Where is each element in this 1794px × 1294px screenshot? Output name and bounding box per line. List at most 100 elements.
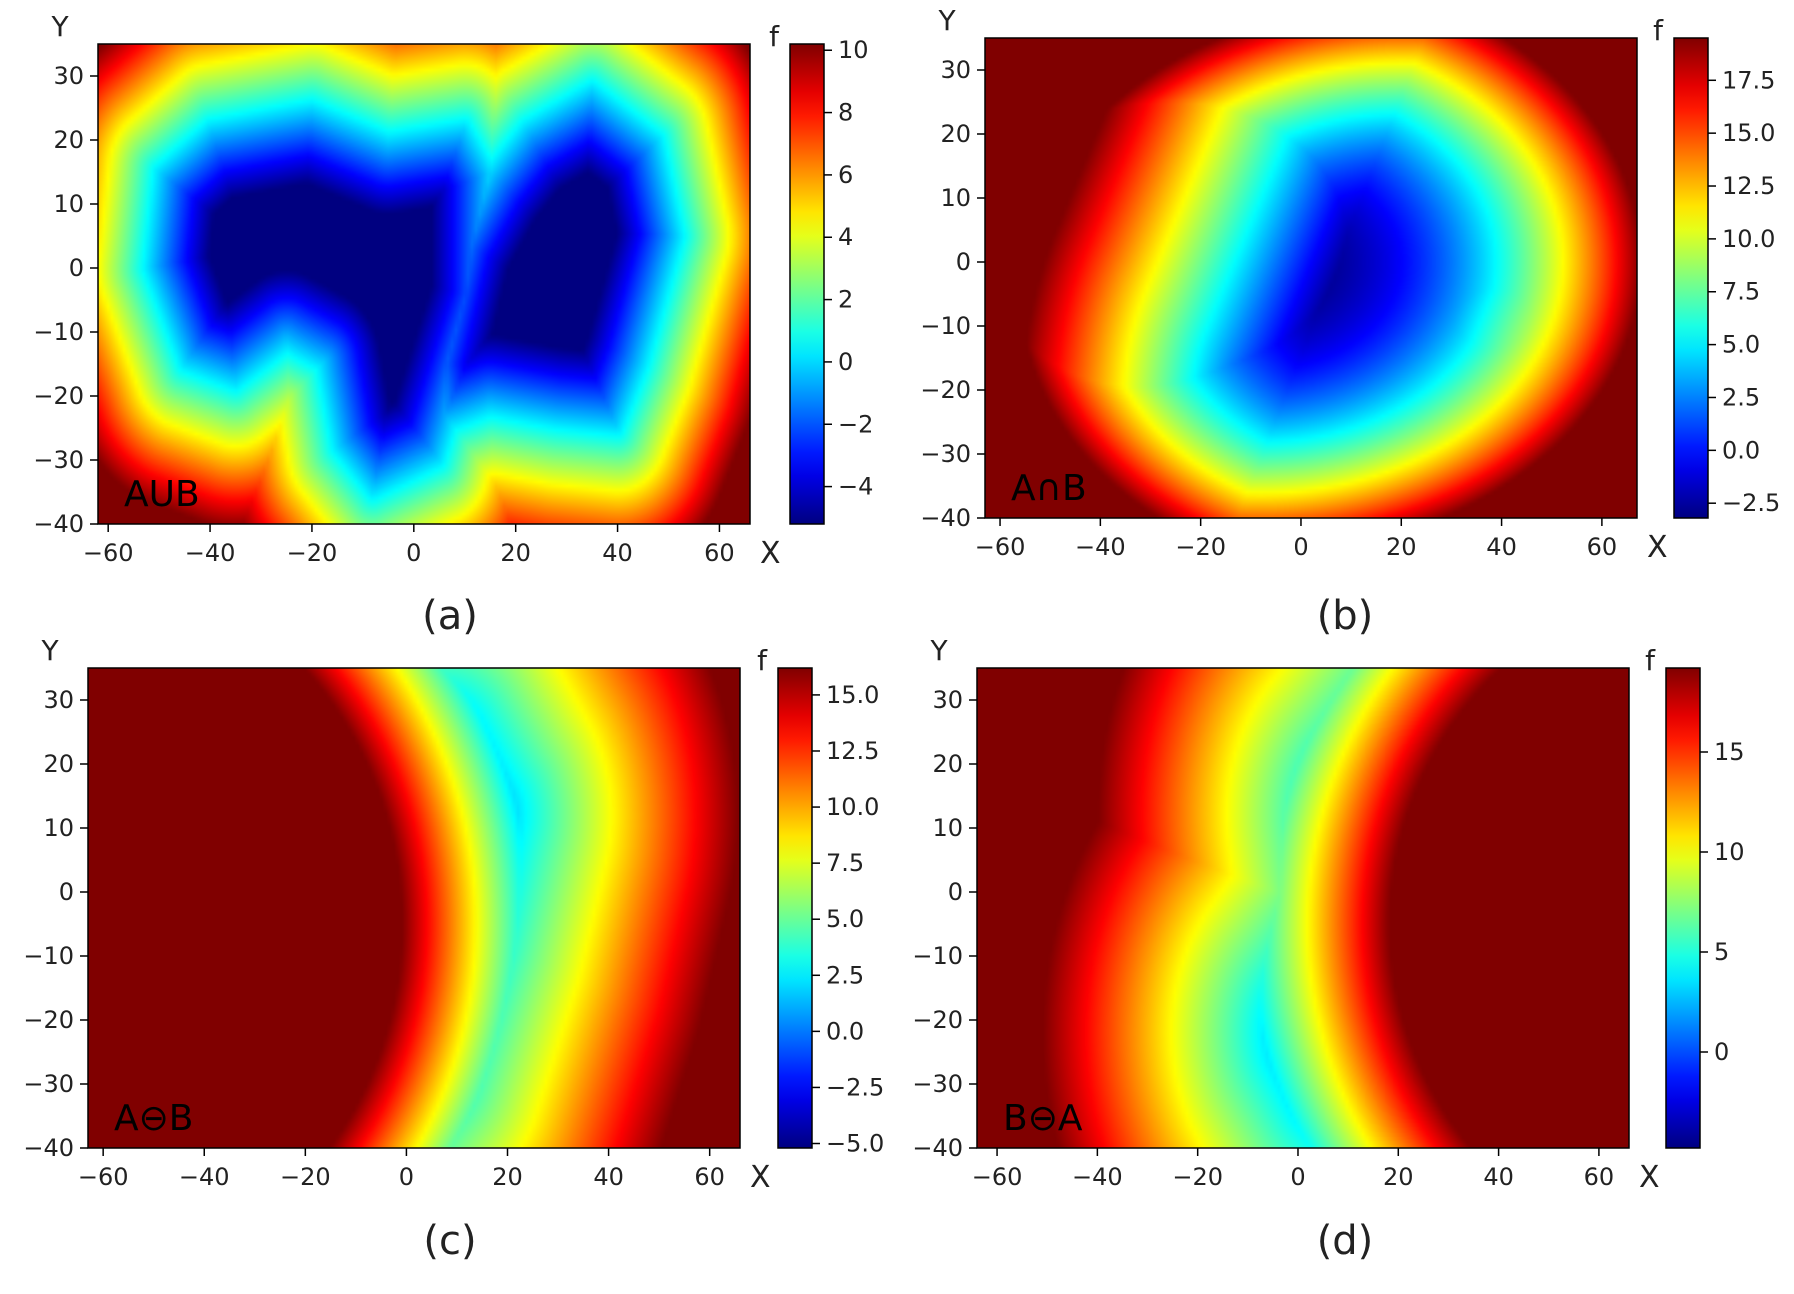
region-label: A⊖B bbox=[114, 1098, 194, 1139]
x-axis-label: X bbox=[760, 536, 781, 571]
region-label: AUB bbox=[124, 474, 200, 515]
y-tick-label: −30 bbox=[912, 1070, 963, 1098]
x-tick-label: −60 bbox=[972, 1163, 1023, 1191]
x-tick-label: −40 bbox=[1072, 1163, 1123, 1191]
heatmap-field bbox=[98, 44, 750, 524]
plot-frame bbox=[984, 37, 1638, 519]
region-label: B⊖A bbox=[1003, 1098, 1083, 1139]
y-tick-label: 20 bbox=[940, 120, 971, 148]
colorbar-tick-label: 8 bbox=[838, 99, 853, 127]
y-tick-label: −30 bbox=[920, 440, 971, 468]
colorbar bbox=[789, 43, 825, 525]
colorbar-tick-label: 10 bbox=[838, 36, 869, 64]
y-tick-label: 10 bbox=[43, 814, 74, 842]
y-tick-label: −10 bbox=[23, 942, 74, 970]
x-axis-label: X bbox=[1639, 1160, 1660, 1195]
y-tick-label: −40 bbox=[912, 1134, 963, 1162]
colorbar bbox=[1665, 667, 1701, 1149]
heatmap-field bbox=[977, 668, 1629, 1148]
x-tick-label: −60 bbox=[78, 1163, 129, 1191]
x-tick-label: 60 bbox=[704, 539, 735, 567]
x-tick-label: 40 bbox=[1486, 533, 1517, 561]
colorbar-tick-label: 0.0 bbox=[826, 1017, 864, 1045]
x-tick-label: −20 bbox=[280, 1163, 331, 1191]
y-tick-label: −30 bbox=[33, 446, 84, 474]
colorbar-tick-label: −2.5 bbox=[1722, 489, 1780, 517]
x-tick-label: 40 bbox=[602, 539, 633, 567]
x-tick-label: 0 bbox=[1293, 533, 1308, 561]
panel-label-a: (a) bbox=[422, 593, 478, 639]
colorbar-tick-label: 15.0 bbox=[1722, 119, 1775, 147]
colorbar-tick-label: 5.0 bbox=[826, 905, 864, 933]
colorbar-tick-label: 2 bbox=[838, 286, 853, 314]
y-tick-label: −10 bbox=[33, 318, 84, 346]
colorbar-tick-label: −2.5 bbox=[826, 1073, 884, 1101]
y-tick-label: −20 bbox=[33, 382, 84, 410]
colorbar-tick-label: 7.5 bbox=[826, 849, 864, 877]
y-axis-label: Y bbox=[929, 634, 948, 667]
x-tick-label: 60 bbox=[1587, 533, 1618, 561]
x-tick-label: −60 bbox=[83, 539, 134, 567]
x-tick-label: 40 bbox=[1483, 1163, 1514, 1191]
x-tick-label: −20 bbox=[1172, 1163, 1223, 1191]
y-axis-label: Y bbox=[50, 10, 69, 43]
x-tick-label: −20 bbox=[1175, 533, 1226, 561]
y-tick-label: 0 bbox=[59, 878, 74, 906]
colorbar-tick-label: 10.0 bbox=[1722, 225, 1775, 253]
x-tick-label: 20 bbox=[1386, 533, 1417, 561]
colorbar-tick-label: 6 bbox=[838, 161, 853, 189]
colorbar-tick-label: 0.0 bbox=[1722, 436, 1760, 464]
y-tick-label: 30 bbox=[940, 56, 971, 84]
x-tick-label: 20 bbox=[500, 539, 531, 567]
x-tick-label: −40 bbox=[185, 539, 236, 567]
y-tick-label: 30 bbox=[932, 686, 963, 714]
y-tick-label: 0 bbox=[69, 254, 84, 282]
colorbar bbox=[1673, 37, 1709, 519]
x-tick-label: −60 bbox=[975, 533, 1026, 561]
heatmap-field bbox=[985, 38, 1637, 518]
y-axis-label: Y bbox=[937, 4, 956, 37]
y-tick-label: 20 bbox=[43, 750, 74, 778]
colorbar-tick-label: 10 bbox=[1714, 838, 1745, 866]
y-tick-label: −20 bbox=[912, 1006, 963, 1034]
plot-frame bbox=[87, 667, 741, 1149]
colorbar-tick-label: 4 bbox=[838, 223, 853, 251]
colorbar-label: f bbox=[769, 20, 780, 53]
x-tick-label: −40 bbox=[179, 1163, 230, 1191]
panel-label-c: (c) bbox=[423, 1218, 477, 1264]
y-axis-label: Y bbox=[40, 634, 59, 667]
y-tick-label: 0 bbox=[956, 248, 971, 276]
colorbar-tick-label: 7.5 bbox=[1722, 278, 1760, 306]
x-tick-label: 20 bbox=[1383, 1163, 1414, 1191]
colorbar-tick-label: 10.0 bbox=[826, 793, 879, 821]
colorbar-tick-label: −4 bbox=[838, 473, 873, 501]
x-tick-label: 20 bbox=[492, 1163, 523, 1191]
y-tick-label: −30 bbox=[23, 1070, 74, 1098]
y-tick-label: 10 bbox=[940, 184, 971, 212]
x-tick-label: 0 bbox=[406, 539, 421, 567]
panel-label-b: (b) bbox=[1316, 593, 1374, 639]
x-axis-label: X bbox=[750, 1160, 771, 1195]
colorbar-label: f bbox=[1653, 14, 1664, 47]
plot-frame bbox=[976, 667, 1630, 1149]
y-tick-label: −40 bbox=[23, 1134, 74, 1162]
colorbar-tick-label: 0 bbox=[1714, 1038, 1729, 1066]
y-tick-label: −10 bbox=[912, 942, 963, 970]
y-tick-label: −40 bbox=[920, 504, 971, 532]
colorbar-label: f bbox=[757, 644, 768, 677]
heatmap-field bbox=[88, 668, 740, 1148]
colorbar-tick-label: 5 bbox=[1714, 938, 1729, 966]
colorbar-tick-label: 17.5 bbox=[1722, 66, 1775, 94]
y-tick-label: 30 bbox=[43, 686, 74, 714]
colorbar-tick-label: 0 bbox=[838, 348, 853, 376]
colorbar-tick-label: 12.5 bbox=[826, 737, 879, 765]
y-tick-label: 30 bbox=[53, 62, 84, 90]
x-tick-label: 60 bbox=[1584, 1163, 1615, 1191]
y-tick-label: 20 bbox=[53, 126, 84, 154]
x-tick-label: −20 bbox=[287, 539, 338, 567]
colorbar-tick-label: 5.0 bbox=[1722, 331, 1760, 359]
y-tick-label: −20 bbox=[23, 1006, 74, 1034]
y-tick-label: 0 bbox=[948, 878, 963, 906]
